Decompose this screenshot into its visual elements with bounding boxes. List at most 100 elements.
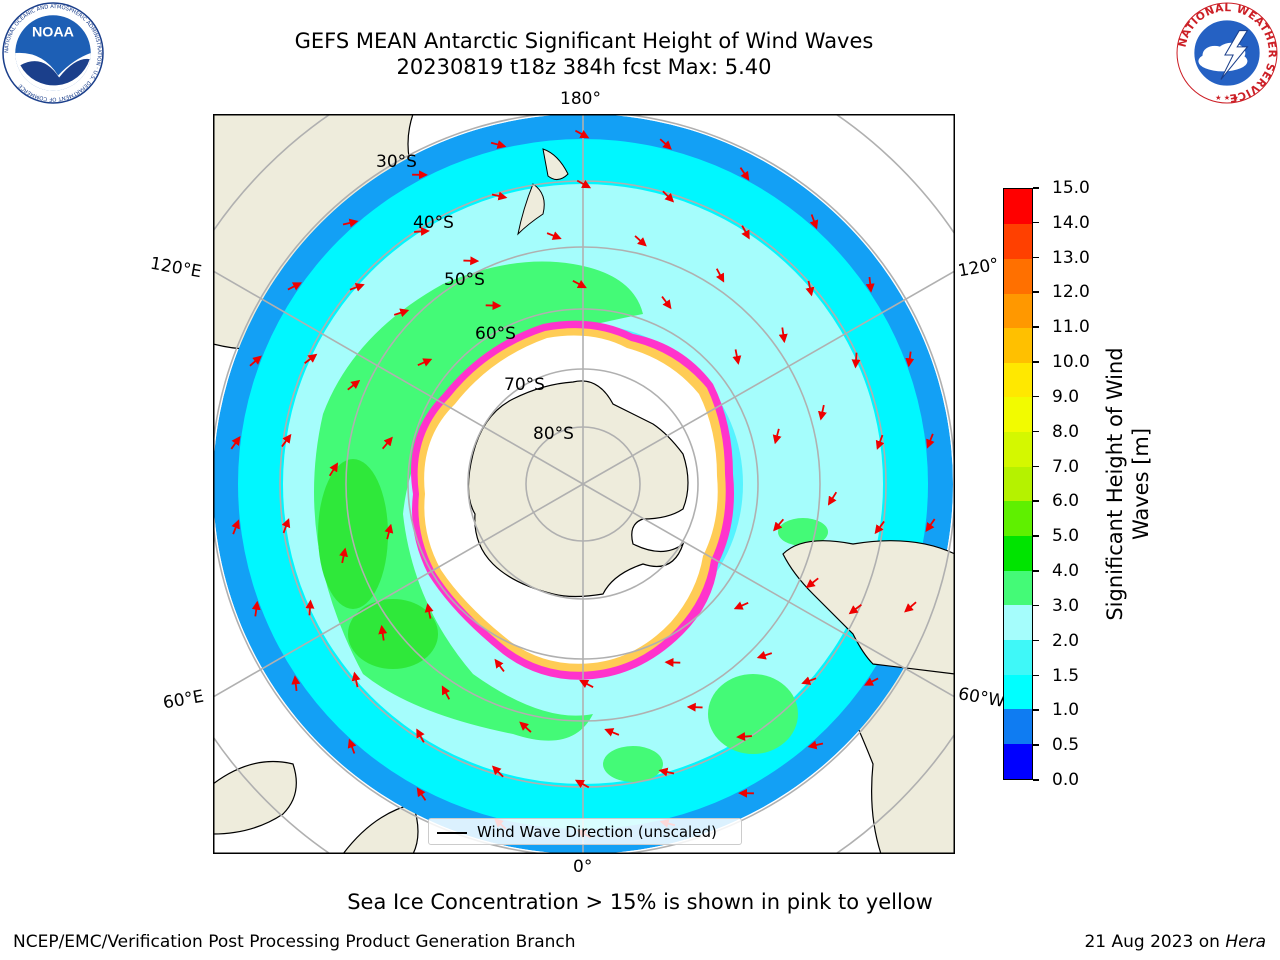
wave-direction-arrow: [414, 226, 430, 236]
colorbar-segment: [1004, 189, 1032, 225]
wave-direction-arrow: [494, 658, 505, 673]
colorbar-tick: 8.0: [1033, 422, 1093, 442]
wave-direction-arrow: [574, 779, 590, 789]
wave-direction-arrow: [736, 732, 752, 742]
colorbar-tick-label: 1.5: [1052, 665, 1080, 686]
footer-date: 21 Aug 2023 on Hera: [1084, 932, 1266, 952]
lat-label-70s: 70°S: [504, 375, 545, 395]
noaa-logo-text: NOAA: [32, 25, 74, 41]
wave-direction-arrow: [756, 650, 773, 660]
colorbar-label-line1: Significant Height of Wind: [1103, 347, 1127, 621]
colorbar: [1003, 188, 1033, 780]
legend-line-icon: [437, 832, 467, 834]
noaa-logo: NOAA NATIONAL OCEANIC AND ATMOSPHERIC AD…: [2, 2, 104, 104]
colorbar-tick: 5.0: [1033, 526, 1093, 546]
wave-direction-arrow: [875, 434, 885, 450]
colorbar-tick: 12.0: [1033, 282, 1093, 302]
wave-direction-arrow: [393, 308, 410, 318]
colorbar-tick-mark: [1033, 187, 1039, 189]
colorbar-tick-label: 15.0: [1052, 178, 1090, 198]
colorbar-tick-label: 4.0: [1052, 561, 1080, 582]
colorbar-segment: [1004, 570, 1032, 606]
wave-direction-arrow: [848, 604, 862, 615]
colorbar-tick: 6.0: [1033, 491, 1093, 511]
sea-ice-note: Sea Ice Concentration > 15% is shown in …: [347, 890, 933, 914]
wave-direction-arrow: [662, 190, 675, 203]
wave-direction-arrow: [384, 523, 394, 540]
lat-label-60s: 60°S: [475, 324, 516, 344]
colorbar-tick-label: 8.0: [1052, 421, 1080, 442]
colorbar-segment: [1004, 500, 1032, 537]
wave-direction-arrow: [572, 279, 587, 289]
wave-direction-arrow: [864, 677, 879, 686]
wave-direction-arrow: [778, 327, 788, 344]
wave-direction-arrow: [491, 191, 508, 201]
wave-direction-arrow: [230, 436, 241, 450]
lon-label-60e: 60°E: [161, 686, 206, 714]
colorbar-tick-mark: [1033, 709, 1039, 711]
wave-direction-arrow: [546, 231, 562, 240]
wave-direction-arrow: [305, 599, 315, 616]
colorbar-segment: [1004, 604, 1032, 640]
colorbar-tick: 1.0: [1033, 700, 1093, 720]
footer-host: Hera: [1225, 932, 1266, 952]
colorbar-tick: 0.5: [1033, 735, 1093, 755]
colorbar-tick: 14.0: [1033, 213, 1093, 233]
colorbar-segment: [1004, 258, 1032, 294]
colorbar-tick-label: 0.0: [1052, 770, 1080, 790]
colorbar-tick-mark: [1033, 430, 1039, 433]
wave-direction-arrow: [328, 462, 339, 477]
wave-direction-arrow: [661, 295, 672, 310]
wave-direction-arrow: [281, 433, 292, 448]
lat-label-30s: 30°S: [376, 152, 417, 172]
colorbar-tick-mark: [1033, 395, 1039, 398]
colorbar-tick-mark: [1033, 291, 1039, 293]
wave-direction-arrow: [519, 721, 532, 733]
wave-direction-arrow: [805, 280, 815, 297]
colorbar-ticks: 0.0 0.5 1.0 1.5 2.0 3.0 4.0 5.0 6.0 7.0 8.0 9.0 10.0…: [1033, 178, 1093, 790]
wave-direction-arrow: [773, 518, 785, 532]
colorbar-tick-mark: [1033, 256, 1039, 259]
chart-subtitle: 20230819 t18z 384h fcst Max: 5.40: [396, 55, 772, 79]
lat-label-80s: 80°S: [533, 424, 574, 444]
colorbar-tick: 13.0: [1033, 248, 1093, 268]
lon-label-60w: 60°W: [956, 684, 1007, 712]
wave-direction-arrow: [441, 685, 451, 700]
colorbar-tick: 11.0: [1033, 317, 1093, 337]
colorbar-segment: [1004, 292, 1032, 329]
colorbar-tick-label: 0.5: [1052, 735, 1080, 756]
wave-direction-arrow: [347, 379, 361, 391]
colorbar-tick-mark: [1033, 500, 1039, 502]
wave-direction-arrow: [416, 728, 425, 743]
wave-direction-arrow: [926, 433, 935, 449]
wave-direction-arrow: [417, 358, 433, 367]
wave-direction-arrow: [349, 283, 365, 292]
wave-direction-arrow: [351, 671, 361, 688]
colorbar-tick-label: 7.0: [1052, 456, 1080, 477]
colorbar-tick-mark: [1033, 639, 1039, 642]
wave-direction-arrow: [378, 624, 388, 641]
wave-direction-arrow: [634, 235, 647, 247]
wave-direction-arrow: [807, 740, 824, 750]
wave-direction-arrow: [347, 738, 357, 754]
colorbar-tick-mark: [1033, 465, 1039, 468]
wave-direction-arrow: [741, 225, 750, 240]
lon-label-180: 180°: [560, 89, 601, 109]
wave-direction-arrow: [851, 352, 861, 369]
colorbar-segment: [1004, 639, 1032, 675]
wave-direction-arrow: [491, 765, 504, 778]
colorbar-tick-label: 3.0: [1052, 595, 1080, 616]
colorbar-segment: [1004, 674, 1032, 710]
colorbar-label-line2: Waves [m]: [1129, 427, 1153, 541]
colorbar-segment: [1004, 535, 1032, 571]
colorbar-segment: [1004, 396, 1032, 433]
wave-direction-arrow: [659, 138, 672, 150]
colorbar-tick: 15.0: [1033, 178, 1093, 198]
colorbar-tick-label: 5.0: [1052, 526, 1080, 547]
wave-direction-arrow: [304, 353, 318, 364]
colorbar-segment: [1004, 223, 1032, 259]
chart-title: GEFS MEAN Antarctic Significant Height o…: [294, 29, 874, 53]
colorbar-tick-label: 14.0: [1052, 212, 1090, 233]
wave-direction-arrow: [658, 767, 675, 777]
wave-direction-arrow: [809, 214, 819, 230]
